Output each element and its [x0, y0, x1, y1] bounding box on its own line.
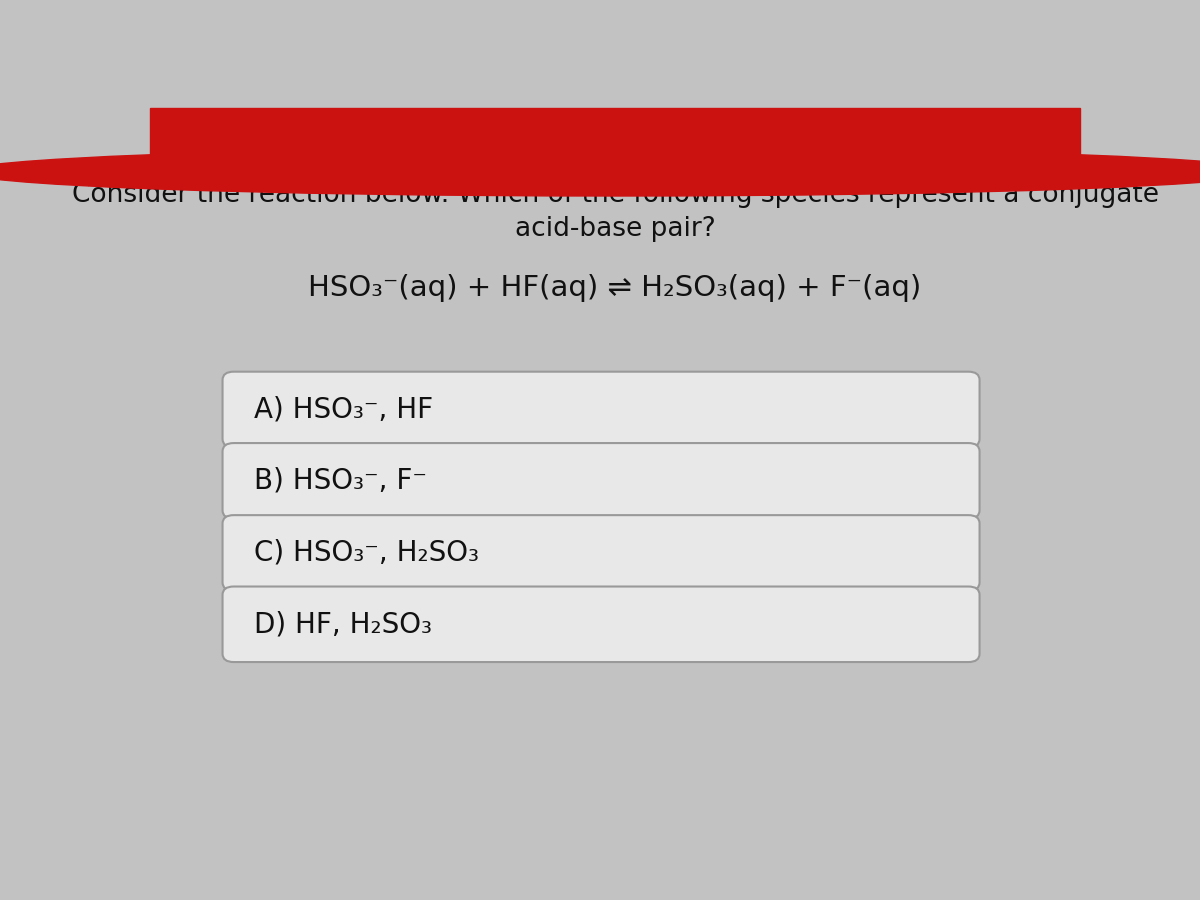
Text: Consider the reaction below. Which of the following species represent a conjugat: Consider the reaction below. Which of th…	[72, 182, 1158, 208]
Text: D) HF, H₂SO₃: D) HF, H₂SO₃	[254, 610, 432, 638]
FancyBboxPatch shape	[222, 587, 979, 662]
FancyBboxPatch shape	[222, 443, 979, 518]
Bar	[150, 108, 1080, 172]
Text: acid-base pair?: acid-base pair?	[515, 216, 715, 242]
Ellipse shape	[0, 148, 1200, 196]
FancyBboxPatch shape	[222, 515, 979, 590]
Text: HSO₃⁻(aq) + HF(aq) ⇌ H₂SO₃(aq) + F⁻(aq): HSO₃⁻(aq) + HF(aq) ⇌ H₂SO₃(aq) + F⁻(aq)	[308, 274, 922, 302]
FancyBboxPatch shape	[222, 372, 979, 447]
Text: B) HSO₃⁻, F⁻: B) HSO₃⁻, F⁻	[254, 467, 427, 495]
Text: C) HSO₃⁻, H₂SO₃: C) HSO₃⁻, H₂SO₃	[254, 539, 479, 567]
Text: A) HSO₃⁻, HF: A) HSO₃⁻, HF	[254, 395, 433, 424]
